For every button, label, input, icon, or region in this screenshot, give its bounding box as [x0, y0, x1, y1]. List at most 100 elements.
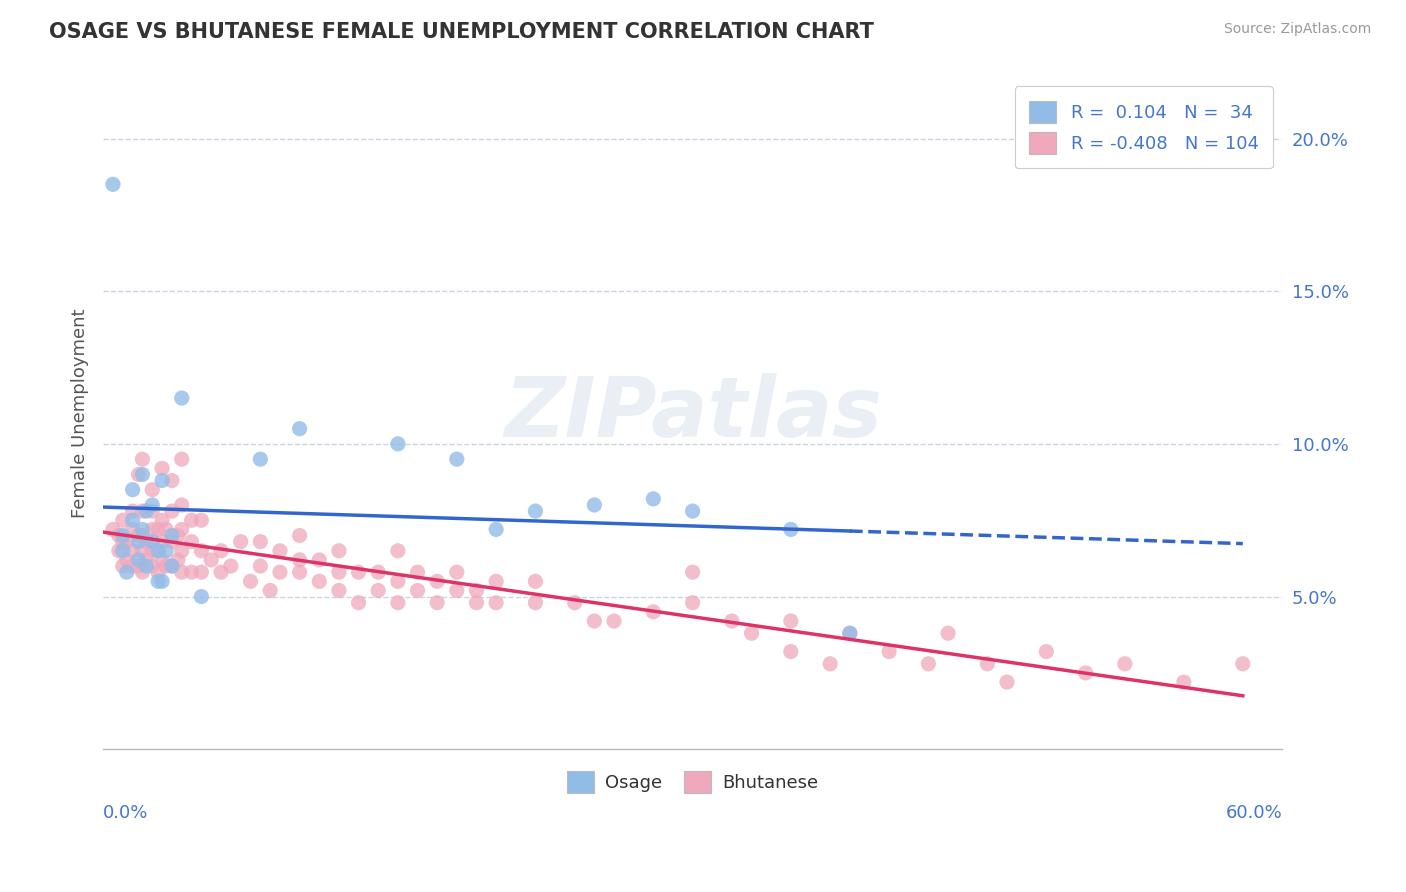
Point — [131, 452, 153, 467]
Point — [131, 504, 153, 518]
Point — [1173, 675, 1195, 690]
Point — [643, 605, 665, 619]
Point — [135, 553, 157, 567]
Point — [446, 565, 468, 579]
Point — [135, 534, 157, 549]
Point — [818, 657, 841, 671]
Text: 0.0%: 0.0% — [103, 805, 149, 822]
Point — [146, 574, 169, 589]
Point — [239, 574, 262, 589]
Point — [170, 543, 193, 558]
Point — [603, 614, 626, 628]
Point — [779, 523, 801, 537]
Point — [131, 467, 153, 482]
Point — [387, 437, 409, 451]
Point — [838, 626, 860, 640]
Point — [135, 504, 157, 518]
Point — [108, 528, 131, 542]
Point — [288, 553, 311, 567]
Point — [121, 513, 143, 527]
Point — [141, 559, 163, 574]
Point — [146, 523, 169, 537]
Point — [160, 474, 183, 488]
Point — [121, 559, 143, 574]
Point — [135, 559, 157, 574]
Point — [121, 483, 143, 497]
Point — [446, 583, 468, 598]
Point — [141, 483, 163, 497]
Point — [288, 565, 311, 579]
Point — [741, 626, 763, 640]
Point — [160, 559, 183, 574]
Y-axis label: Female Unemployment: Female Unemployment — [72, 309, 89, 518]
Point — [150, 461, 173, 475]
Point — [485, 574, 508, 589]
Point — [128, 553, 150, 567]
Point — [367, 583, 389, 598]
Point — [150, 534, 173, 549]
Text: ZIPatlas: ZIPatlas — [503, 373, 882, 454]
Point — [146, 543, 169, 558]
Point — [131, 523, 153, 537]
Point — [170, 565, 193, 579]
Point — [328, 583, 350, 598]
Point — [128, 467, 150, 482]
Point — [190, 565, 212, 579]
Point — [190, 590, 212, 604]
Point — [111, 559, 134, 574]
Point — [131, 565, 153, 579]
Point — [259, 583, 281, 598]
Point — [229, 534, 252, 549]
Point — [141, 543, 163, 558]
Point — [406, 565, 429, 579]
Point — [917, 657, 939, 671]
Point — [446, 452, 468, 467]
Point — [166, 528, 188, 542]
Point — [200, 553, 222, 567]
Point — [115, 565, 138, 579]
Point — [682, 565, 704, 579]
Point — [190, 543, 212, 558]
Point — [128, 559, 150, 574]
Point — [524, 574, 547, 589]
Point — [328, 543, 350, 558]
Point — [150, 474, 173, 488]
Point — [141, 534, 163, 549]
Point — [465, 596, 488, 610]
Point — [146, 565, 169, 579]
Text: 60.0%: 60.0% — [1226, 805, 1282, 822]
Point — [249, 559, 271, 574]
Point — [682, 504, 704, 518]
Point — [308, 553, 330, 567]
Point — [328, 565, 350, 579]
Point — [249, 452, 271, 467]
Point — [160, 559, 183, 574]
Point — [1035, 644, 1057, 658]
Point — [877, 644, 900, 658]
Point — [367, 565, 389, 579]
Point — [387, 574, 409, 589]
Point — [485, 523, 508, 537]
Point — [936, 626, 959, 640]
Point — [111, 534, 134, 549]
Point — [141, 498, 163, 512]
Point — [111, 528, 134, 542]
Point — [190, 513, 212, 527]
Point — [141, 504, 163, 518]
Point — [170, 523, 193, 537]
Point — [564, 596, 586, 610]
Point — [387, 543, 409, 558]
Point — [155, 559, 177, 574]
Point — [180, 513, 202, 527]
Point — [643, 491, 665, 506]
Point — [121, 523, 143, 537]
Point — [1114, 657, 1136, 671]
Point — [524, 596, 547, 610]
Point — [288, 422, 311, 436]
Point — [155, 523, 177, 537]
Point — [779, 614, 801, 628]
Point — [111, 513, 134, 527]
Point — [1232, 657, 1254, 671]
Point — [524, 504, 547, 518]
Point — [146, 543, 169, 558]
